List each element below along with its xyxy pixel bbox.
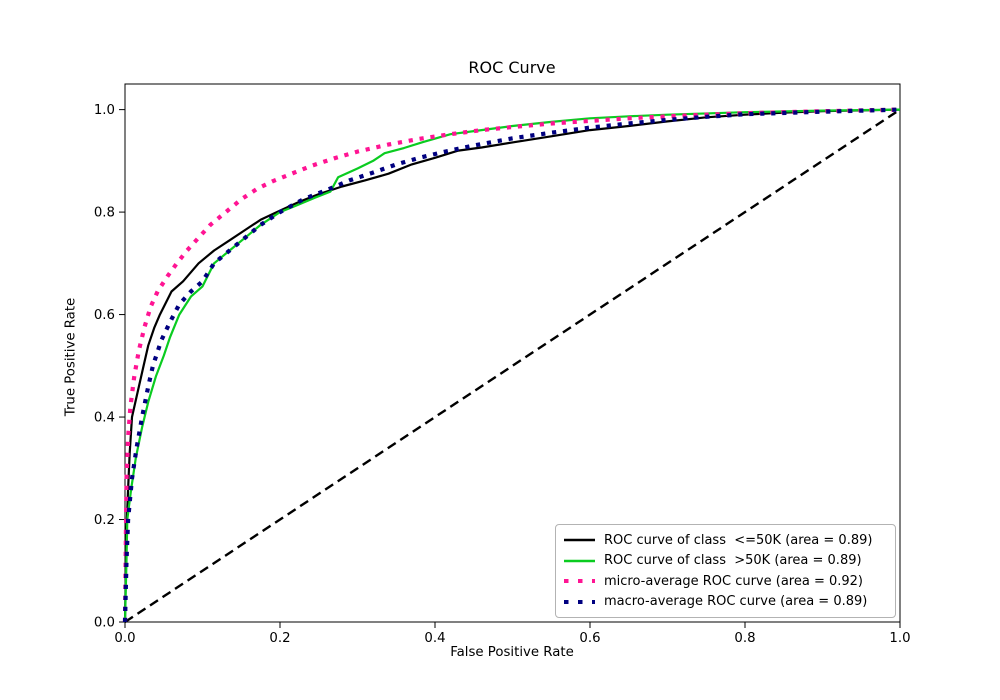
legend-label-macro-average: macro-average ROC curve (area = 0.89) xyxy=(604,594,868,610)
legend-line-sample-class-le50k xyxy=(564,538,595,542)
x-tick-label: 0.4 xyxy=(424,631,445,646)
x-tick-label: 0.2 xyxy=(269,631,290,646)
series-line-macro-average xyxy=(122,107,901,623)
x-tick-label: 0.0 xyxy=(114,631,135,646)
y-tick-label: 0.4 xyxy=(94,411,115,426)
x-tick-label: 0.6 xyxy=(579,631,600,646)
y-tick-label: 1.0 xyxy=(94,103,115,118)
chance-diagonal-line xyxy=(124,108,901,624)
y-axis-label: True Positive Rate xyxy=(63,297,79,417)
chart-title: ROC Curve xyxy=(468,58,556,77)
x-tick-label: 0.8 xyxy=(734,631,755,646)
legend: ROC curve of class <=50K (area = 0.89) RO… xyxy=(555,524,896,618)
y-tick-label: 0.0 xyxy=(94,616,115,631)
plot-frame xyxy=(124,83,901,623)
x-axis-label: False Positive Rate xyxy=(450,645,574,660)
legend-label-micro-average: micro-average ROC curve (area = 0.92) xyxy=(604,573,863,589)
legend-item-macro-average: macro-average ROC curve (area = 0.89) xyxy=(563,592,888,612)
y-tick-label: 0.8 xyxy=(94,206,115,221)
legend-item-class-le50k: ROC curve of class <=50K (area = 0.89) xyxy=(563,530,888,550)
series-line-micro-average xyxy=(122,107,901,623)
legend-line-sample-macro-average xyxy=(564,599,595,604)
legend-item-micro-average: micro-average ROC curve (area = 0.92) xyxy=(563,571,888,591)
legend-line-sample-micro-average xyxy=(564,579,595,584)
legend-label-class-gt50k: ROC curve of class >50K (area = 0.89) xyxy=(604,553,862,569)
legend-line-sample-class-gt50k xyxy=(564,559,595,562)
y-tick-label: 0.6 xyxy=(94,308,115,323)
y-tick-label: 0.2 xyxy=(94,513,115,528)
legend-label-class-le50k: ROC curve of class <=50K (area = 0.89) xyxy=(604,532,873,548)
legend-item-class-gt50k: ROC curve of class >50K (area = 0.89) xyxy=(563,551,888,571)
x-tick-label: 1.0 xyxy=(889,631,910,646)
